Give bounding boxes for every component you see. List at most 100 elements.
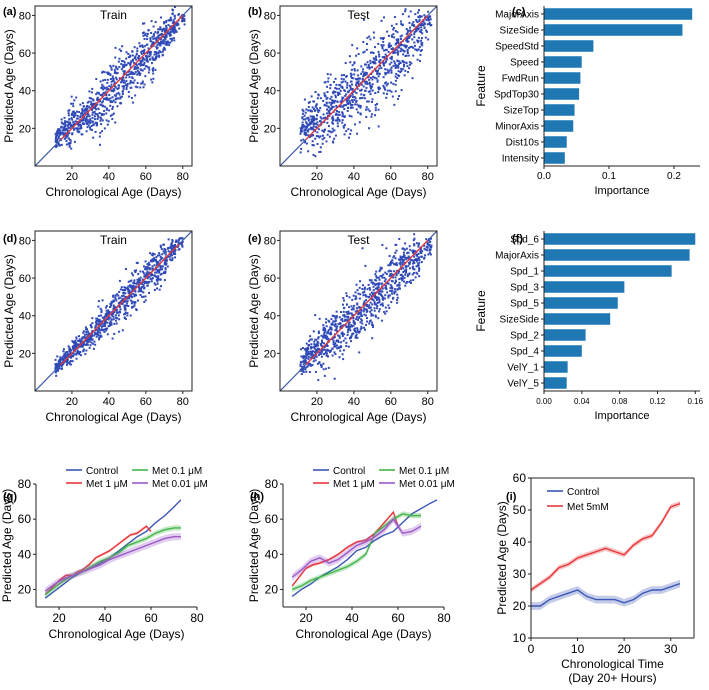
scatter-point [311,121,314,124]
scatter-point [114,97,117,100]
scatter-point [129,280,132,283]
scatter-point [112,299,115,302]
scatter-point [148,66,151,69]
scatter-point [383,297,386,300]
scatter-point [150,20,153,23]
scatter-point [400,67,403,70]
scatter-point [158,259,161,262]
scatter-point [307,364,310,367]
scatter-point [176,245,179,248]
scatter-point [125,76,128,79]
scatter-point [394,276,397,279]
scatter-point [382,273,385,276]
scatter-point [134,289,137,292]
scatter-point [141,80,144,83]
scatter-point [121,299,124,302]
scatter-point [141,82,144,85]
scatter-point [362,72,365,75]
scatter-point [89,122,92,125]
scatter-point [395,41,398,44]
scatter-point [65,120,68,123]
scatter-points [35,231,192,391]
scatter-point [420,24,423,27]
scatter-point [136,47,139,50]
scatter-point [375,298,378,301]
scatter-point [402,53,405,56]
scatter-point [312,115,315,118]
scatter-point [349,329,352,332]
scatter-point [81,337,84,340]
scatter-point [381,304,384,307]
scatter-point [333,101,336,104]
scatter-point [352,294,355,297]
scatter-point [400,258,403,261]
scatter-point [331,127,334,130]
scatter-point [361,322,364,325]
scatter-point [378,278,381,281]
scatter-point [113,94,116,97]
scatter-point [300,128,303,131]
scatter-point [324,81,327,84]
scatter-point [94,343,97,346]
scatter-point [371,78,374,81]
scatter-point [104,320,107,323]
scatter-point [152,25,155,28]
scatter-point [131,272,134,275]
scatter-point [323,332,326,335]
scatter-point [125,51,128,54]
scatter-point [323,121,326,124]
scatter-point [70,124,73,127]
scatter-point [342,78,345,81]
scatter-point [375,270,378,273]
scatter-point [121,85,124,88]
scatter-point [370,291,373,294]
scatter-point [114,294,117,297]
y-axis-label: Predicted Age (Days) [247,254,261,367]
scatter-point [81,345,84,348]
scatter-point [71,118,74,121]
scatter-point [66,361,69,364]
scatter-point [111,312,114,315]
scatter-point [102,79,105,82]
scatter-point [134,71,137,74]
scatter-point [314,91,317,94]
scatter-point [136,86,139,89]
scatter-point [330,328,333,331]
scatter-point [106,327,109,330]
legend-label: Met 1 μM [86,479,128,490]
scatter-point [388,42,391,45]
scatter-point [141,22,144,25]
scatter-point [125,88,128,91]
scatter-point [145,56,148,59]
scatter-point [88,336,91,339]
scatter-point [350,324,353,327]
scatter-point [425,30,428,33]
scatter-point [342,349,345,352]
scatter-point [336,125,339,128]
scatter-point [83,343,86,346]
scatter-point [308,371,311,374]
scatter-point [414,30,417,33]
scatter-point [396,51,399,54]
scatter-point [59,132,62,135]
scatter-point [356,103,359,106]
scatter-point [110,318,113,321]
scatter-point [373,309,376,312]
scatter-point [122,60,125,63]
scatter-point [401,59,404,62]
scatter-point [315,343,318,346]
scatter-point [372,75,375,78]
scatter-point [325,140,328,143]
scatter-point [382,37,385,40]
scatter-point [365,299,368,302]
scatter-point [125,57,128,60]
scatter-point [169,19,172,22]
scatter-point [329,326,332,329]
scatter-point [64,353,67,356]
scatter-point [417,244,420,247]
scatter-point [337,339,340,342]
scatter-point [363,80,366,83]
scatter-point [87,100,90,103]
x-axis-label: Chronological Age (Days) [48,627,184,641]
scatter-point [370,115,373,118]
